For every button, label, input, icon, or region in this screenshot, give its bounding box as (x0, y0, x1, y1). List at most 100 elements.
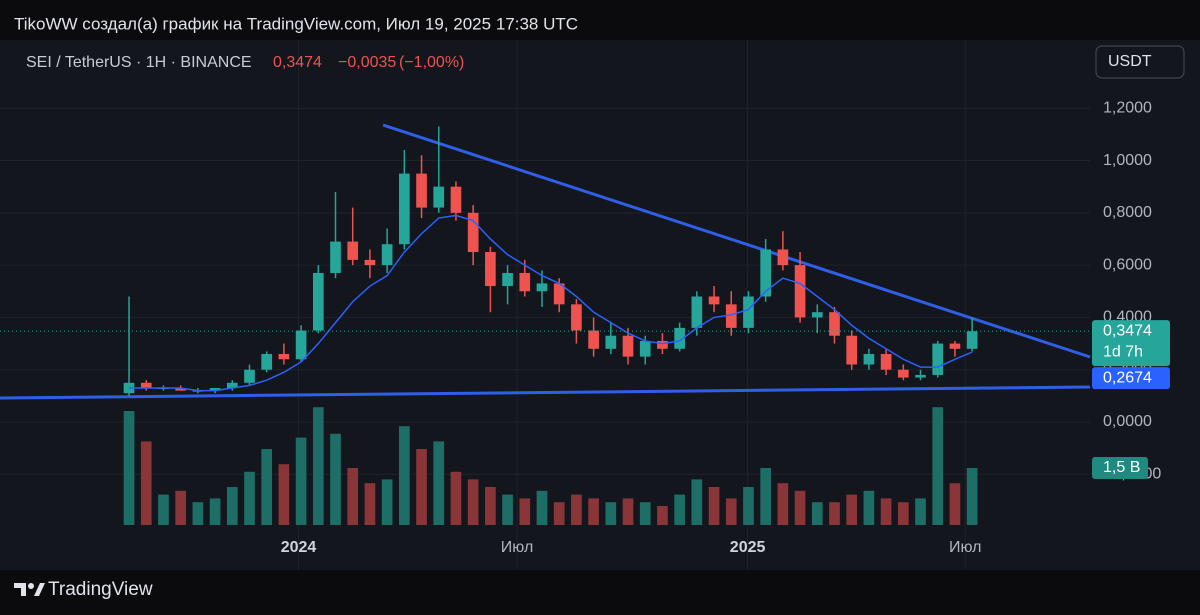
volume-bar (364, 483, 376, 525)
y-tick-label: 1,0000 (1103, 152, 1152, 169)
candle-body (399, 173, 410, 245)
volume-bar (897, 502, 909, 525)
logo: TradingView (14, 579, 153, 600)
volume-bar (553, 502, 565, 525)
candle-body (605, 335, 617, 349)
y-tick-label: 0,6000 (1103, 256, 1152, 273)
candle-body (777, 249, 789, 266)
footer-brand: TradingView (48, 579, 153, 600)
volume-bar (330, 433, 341, 525)
candle-body (932, 343, 944, 375)
volume-bar (760, 468, 772, 525)
last-price: 0,3474 (273, 54, 322, 71)
candle-body (295, 330, 307, 360)
candle-body (915, 374, 926, 378)
volume-bar (605, 502, 617, 525)
volume-bar (209, 498, 221, 525)
last-price-box (1092, 320, 1170, 367)
header: TikoWW создал(а) график на TradingView.c… (14, 14, 578, 33)
candle-body (794, 265, 806, 318)
candle-body (708, 296, 720, 305)
volume-bar (485, 487, 496, 525)
candle-body (502, 272, 513, 287)
candle-body (330, 241, 341, 273)
volume-bar (158, 494, 169, 525)
candle-body (278, 354, 290, 360)
candle-body (485, 252, 496, 287)
candle-body (175, 388, 186, 391)
candles-layer (123, 126, 978, 396)
candle-body (416, 173, 427, 208)
candle-body (657, 340, 668, 349)
volume-bar (261, 449, 273, 525)
countdown-label: 1d 7h (1103, 343, 1143, 360)
volume-bar (777, 483, 789, 525)
volume-bar (622, 498, 634, 525)
ma-box (1092, 367, 1170, 390)
x-tick-label: Июл (949, 539, 981, 556)
currency-button[interactable] (1095, 45, 1185, 79)
ma-label: 0,2674 (1103, 369, 1152, 386)
volume-bar (433, 441, 445, 525)
volume-bar (519, 498, 531, 525)
volume-bar (312, 407, 324, 525)
candle-body (897, 369, 909, 378)
candle-body (880, 354, 892, 370)
volume-label: 1,5 B (1103, 459, 1140, 476)
candle-body (949, 343, 961, 349)
y-tick-label: 0,0000 (1103, 413, 1152, 430)
candle-body (226, 382, 238, 389)
price-change: −0,0035 (338, 54, 396, 71)
volume-bar (140, 441, 152, 525)
volume-layer (123, 407, 978, 525)
volume-bar (399, 426, 410, 525)
logo-mark (14, 583, 26, 596)
volume-bar (278, 464, 290, 525)
price-change-pct: (−1,00%) (399, 54, 464, 71)
chart-panel (0, 40, 1200, 570)
x-tick-label: 2024 (281, 539, 317, 556)
volume-bar (743, 487, 754, 525)
candle-body (140, 382, 152, 389)
candle-body (244, 369, 255, 383)
moving-average-line (129, 214, 973, 392)
candle-body (553, 283, 565, 305)
volume-bar (381, 479, 393, 525)
volume-bar (536, 490, 548, 525)
volume-bar (708, 487, 720, 525)
volume-bar (347, 468, 359, 525)
volume-bar (502, 494, 513, 525)
volume-bar (123, 411, 135, 525)
volume-bar (846, 494, 858, 525)
volume-bar (829, 502, 840, 525)
candle-body (381, 244, 393, 266)
logo-slash (34, 583, 45, 596)
candle-body (519, 272, 531, 292)
volume-bar (450, 471, 462, 525)
volume-bar (416, 449, 427, 525)
y-tick-label: 1,2000 (1103, 99, 1152, 116)
candle-body (347, 241, 359, 260)
candle-body (571, 304, 582, 331)
candle-body (209, 388, 221, 391)
volume-bar (639, 502, 651, 525)
candle-body (760, 249, 772, 297)
candle-body (691, 296, 703, 328)
candle-body (811, 312, 823, 318)
volume-bar (467, 479, 479, 525)
currency[interactable]: USDT (1108, 53, 1152, 70)
volume-bar (571, 494, 582, 525)
candle-body (829, 312, 840, 336)
volume-bar (915, 498, 926, 525)
volume-bar (811, 502, 823, 525)
volume-bar (588, 498, 599, 525)
x-tick-label: Июл (501, 539, 533, 556)
volume-bar (725, 498, 737, 525)
candle-body (312, 272, 324, 331)
candle-body (639, 340, 651, 357)
labels-layer: 2024 Июл 2025 Июл 1,2000 1,0000 0,8000 0,6000 0,… (0, 99, 1170, 556)
candle-body (674, 327, 685, 349)
volume-bar (226, 487, 238, 525)
volume-bar (244, 471, 255, 525)
y-tick-label: 0,8000 (1103, 204, 1152, 221)
